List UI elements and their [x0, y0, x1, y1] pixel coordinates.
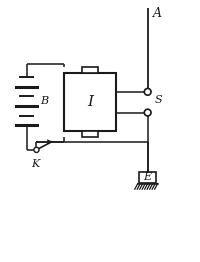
Text: B: B	[40, 96, 48, 106]
Bar	[139, 172, 156, 183]
Circle shape	[144, 89, 151, 95]
Circle shape	[34, 147, 39, 152]
Text: A: A	[153, 7, 162, 20]
Text: S: S	[155, 95, 162, 105]
Text: E: E	[144, 172, 152, 182]
Text: K: K	[31, 159, 40, 169]
Text: I: I	[87, 95, 93, 109]
Circle shape	[144, 109, 151, 116]
Bar	[82, 67, 98, 73]
Bar	[64, 73, 116, 131]
Bar	[82, 131, 98, 137]
